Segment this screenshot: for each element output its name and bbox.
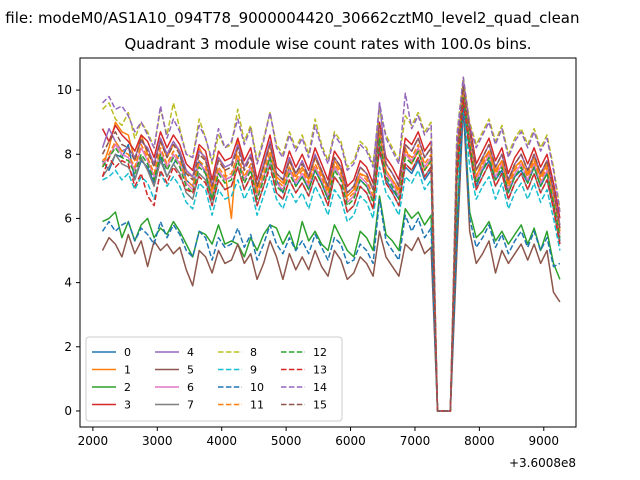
legend-label: 5 bbox=[187, 364, 194, 377]
plot-lines bbox=[101, 76, 561, 412]
legend-label: 12 bbox=[313, 346, 327, 359]
legend-label: 10 bbox=[250, 381, 264, 394]
x-tick-label: 6000 bbox=[335, 434, 366, 448]
legend-label: 6 bbox=[187, 381, 194, 394]
y-tick-label: 10 bbox=[57, 83, 72, 97]
series-line-15 bbox=[101, 86, 561, 412]
x-offset-label: +3.6008e8 bbox=[509, 456, 576, 470]
series-line-11 bbox=[101, 89, 561, 412]
y-axis: 0 2 4 6 8 10 bbox=[57, 83, 80, 418]
legend-label: 0 bbox=[124, 346, 131, 359]
legend-label: 7 bbox=[187, 399, 194, 412]
legend-label: 9 bbox=[250, 364, 257, 377]
x-tick-label: 3000 bbox=[142, 434, 173, 448]
series-line-3 bbox=[101, 82, 561, 412]
y-tick-label: 0 bbox=[64, 404, 72, 418]
legend-label: 13 bbox=[313, 364, 327, 377]
y-tick-label: 6 bbox=[64, 211, 72, 225]
x-axis: 2000 3000 4000 5000 6000 7000 8000 9000 bbox=[78, 427, 559, 448]
series-line-2 bbox=[102, 98, 561, 412]
x-tick-label: 9000 bbox=[529, 434, 560, 448]
chart-title: Quadrant 3 module wise count rates with … bbox=[124, 35, 532, 53]
legend-label: 15 bbox=[313, 399, 327, 412]
x-tick-label: 2000 bbox=[78, 434, 109, 448]
y-tick-label: 4 bbox=[64, 276, 72, 290]
legend-label: 3 bbox=[124, 399, 131, 412]
series-line-13 bbox=[101, 98, 561, 412]
legend-label: 2 bbox=[124, 381, 131, 394]
series-line-10 bbox=[101, 102, 561, 412]
figure-suptitle: n file: modeM0/AS1A10_094T78_9000004420_… bbox=[0, 9, 580, 27]
legend-label: 8 bbox=[250, 346, 257, 359]
legend-label: 11 bbox=[250, 399, 264, 412]
legend-box bbox=[85, 336, 343, 422]
axes-frame bbox=[79, 57, 577, 428]
x-tick-label: 4000 bbox=[206, 434, 237, 448]
series-line-9 bbox=[102, 102, 561, 412]
legend-label: 1 bbox=[124, 364, 131, 377]
x-tick-label: 5000 bbox=[271, 434, 302, 448]
legend-label: 4 bbox=[187, 346, 194, 359]
series-line-5 bbox=[101, 105, 561, 412]
legend-label: 14 bbox=[313, 381, 327, 394]
y-tick-label: 8 bbox=[64, 147, 72, 161]
y-tick-label: 2 bbox=[64, 340, 72, 354]
series-line-12 bbox=[101, 95, 561, 412]
series-line-14 bbox=[101, 76, 561, 412]
x-tick-label: 8000 bbox=[464, 434, 495, 448]
x-tick-label: 7000 bbox=[400, 434, 431, 448]
